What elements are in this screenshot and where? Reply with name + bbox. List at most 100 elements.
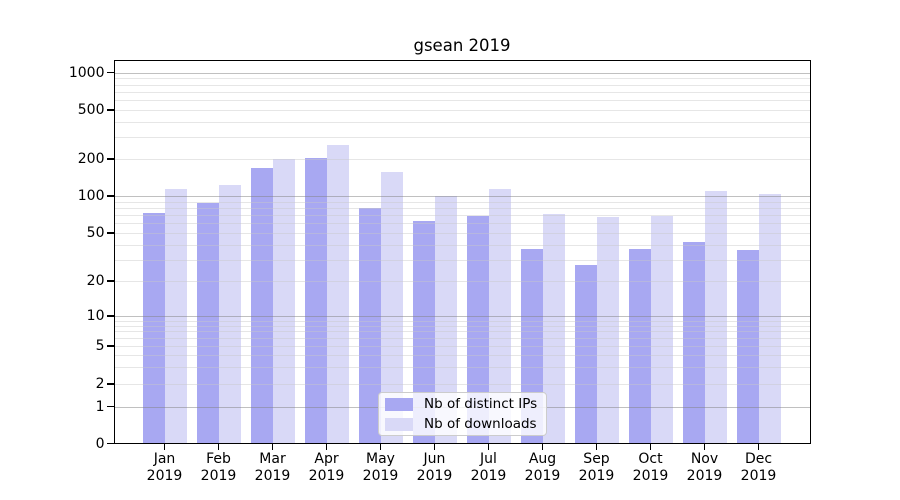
y-tick-label: 200 — [77, 151, 105, 167]
y-tick-mark — [107, 72, 114, 74]
minor-gridline — [113, 331, 811, 333]
x-tick-mark — [541, 443, 544, 450]
minor-gridline — [113, 207, 811, 209]
y-tick-label: 5 — [95, 338, 105, 354]
x-tick-label: Jan 2019 — [146, 450, 183, 484]
x-tick-label: Dec 2019 — [740, 450, 777, 484]
y-tick-label: 500 — [77, 102, 105, 118]
y-tick-mark — [107, 442, 114, 445]
y-tick-label: 100 — [77, 188, 105, 204]
minor-gridline — [113, 244, 811, 246]
x-tick-mark — [757, 443, 760, 450]
x-tick-label: Oct 2019 — [632, 450, 669, 484]
x-tick-mark — [487, 443, 490, 450]
minor-gridline — [113, 320, 811, 322]
major-gridline — [113, 196, 811, 197]
legend-swatch-distinct-ips — [385, 397, 413, 411]
x-tick-label: Jul 2019 — [470, 450, 507, 484]
y-tick-mark — [107, 315, 114, 317]
bar-downloads-apr — [326, 145, 349, 444]
y-tick-mark — [107, 345, 114, 347]
bar-downloads-sep — [596, 216, 619, 444]
bar-downloads-dec — [758, 193, 781, 444]
minor-gridline — [113, 91, 811, 93]
x-tick-label: May 2019 — [362, 450, 399, 484]
minor-gridline — [113, 201, 811, 203]
bar-distinct-ips-nov — [682, 242, 705, 444]
minor-gridline — [113, 281, 811, 282]
y-tick-mark — [107, 109, 114, 111]
y-tick-label: 50 — [86, 225, 105, 241]
bar-distinct-ips-dec — [736, 250, 759, 444]
bar-downloads-feb — [218, 184, 241, 444]
chart-title: gsean 2019 — [413, 36, 511, 55]
y-tick-mark — [107, 280, 114, 282]
minor-gridline — [113, 159, 811, 160]
bar-distinct-ips-sep — [574, 265, 597, 444]
legend-label-downloads: Nb of downloads — [424, 416, 537, 432]
y-tick-mark — [107, 232, 114, 234]
y-tick-label: 2 — [95, 376, 105, 392]
minor-gridline — [113, 215, 811, 217]
minor-gridline — [113, 367, 811, 369]
x-tick-label: Apr 2019 — [308, 450, 345, 484]
x-tick-label: Feb 2019 — [200, 450, 237, 484]
bar-downloads-nov — [704, 190, 727, 444]
y-tick-mark — [107, 195, 114, 197]
x-tick-mark — [379, 443, 382, 450]
y-tick-mark — [107, 405, 114, 408]
bar-downloads-may — [380, 171, 403, 444]
x-tick-mark — [433, 443, 436, 450]
legend-item-distinct-ips: Nb of distinct IPs — [385, 395, 538, 413]
minor-gridline — [113, 384, 811, 385]
minor-gridline — [113, 338, 811, 340]
legend-label-distinct-ips: Nb of distinct IPs — [424, 396, 538, 412]
x-tick-label: Jun 2019 — [416, 450, 453, 484]
y-tick-label: 1000 — [68, 64, 105, 81]
bar-distinct-ips-mar — [250, 167, 273, 444]
y-tick-label: 10 — [86, 308, 105, 324]
minor-gridline — [113, 259, 811, 261]
bar-distinct-ips-may — [358, 207, 381, 444]
x-tick-mark — [217, 443, 220, 450]
bar-distinct-ips-jul — [466, 215, 489, 444]
y-tick-label: 0 — [95, 435, 105, 452]
legend-swatch-downloads — [385, 417, 413, 431]
x-tick-mark — [271, 443, 274, 450]
x-tick-label: Aug 2019 — [524, 450, 561, 484]
bar-downloads-mar — [272, 158, 295, 444]
x-tick-label: Sep 2019 — [578, 450, 615, 484]
minor-gridline — [113, 121, 811, 123]
bar-distinct-ips-apr — [304, 158, 327, 444]
bar-distinct-ips-jun — [412, 220, 435, 444]
minor-gridline — [113, 110, 811, 111]
x-tick-mark — [649, 443, 652, 450]
bar-distinct-ips-feb — [196, 203, 219, 444]
bar-downloads-oct — [650, 215, 673, 444]
y-tick-mark — [107, 158, 114, 160]
minor-gridline — [113, 325, 811, 327]
minor-gridline — [113, 233, 811, 234]
x-tick-label: Mar 2019 — [254, 450, 291, 484]
legend-item-downloads: Nb of downloads — [385, 415, 538, 433]
x-tick-mark — [325, 443, 328, 450]
y-tick-label: 1 — [95, 398, 105, 415]
y-tick-label: 20 — [86, 273, 105, 289]
bar-distinct-ips-jan — [142, 212, 165, 444]
x-tick-mark — [595, 443, 598, 450]
y-tick-mark — [107, 383, 114, 385]
bar-distinct-ips-oct — [628, 248, 651, 444]
x-tick-mark — [163, 443, 166, 450]
major-gridline — [113, 72, 811, 74]
minor-gridline — [113, 100, 811, 102]
legend: Nb of distinct IPs Nb of downloads — [378, 392, 547, 436]
minor-gridline — [113, 84, 811, 86]
minor-gridline — [113, 223, 811, 225]
minor-gridline — [113, 78, 811, 80]
major-gridline — [113, 316, 811, 317]
minor-gridline — [113, 137, 811, 139]
minor-gridline — [113, 346, 811, 347]
x-tick-mark — [703, 443, 706, 450]
bar-downloads-aug — [542, 214, 565, 444]
